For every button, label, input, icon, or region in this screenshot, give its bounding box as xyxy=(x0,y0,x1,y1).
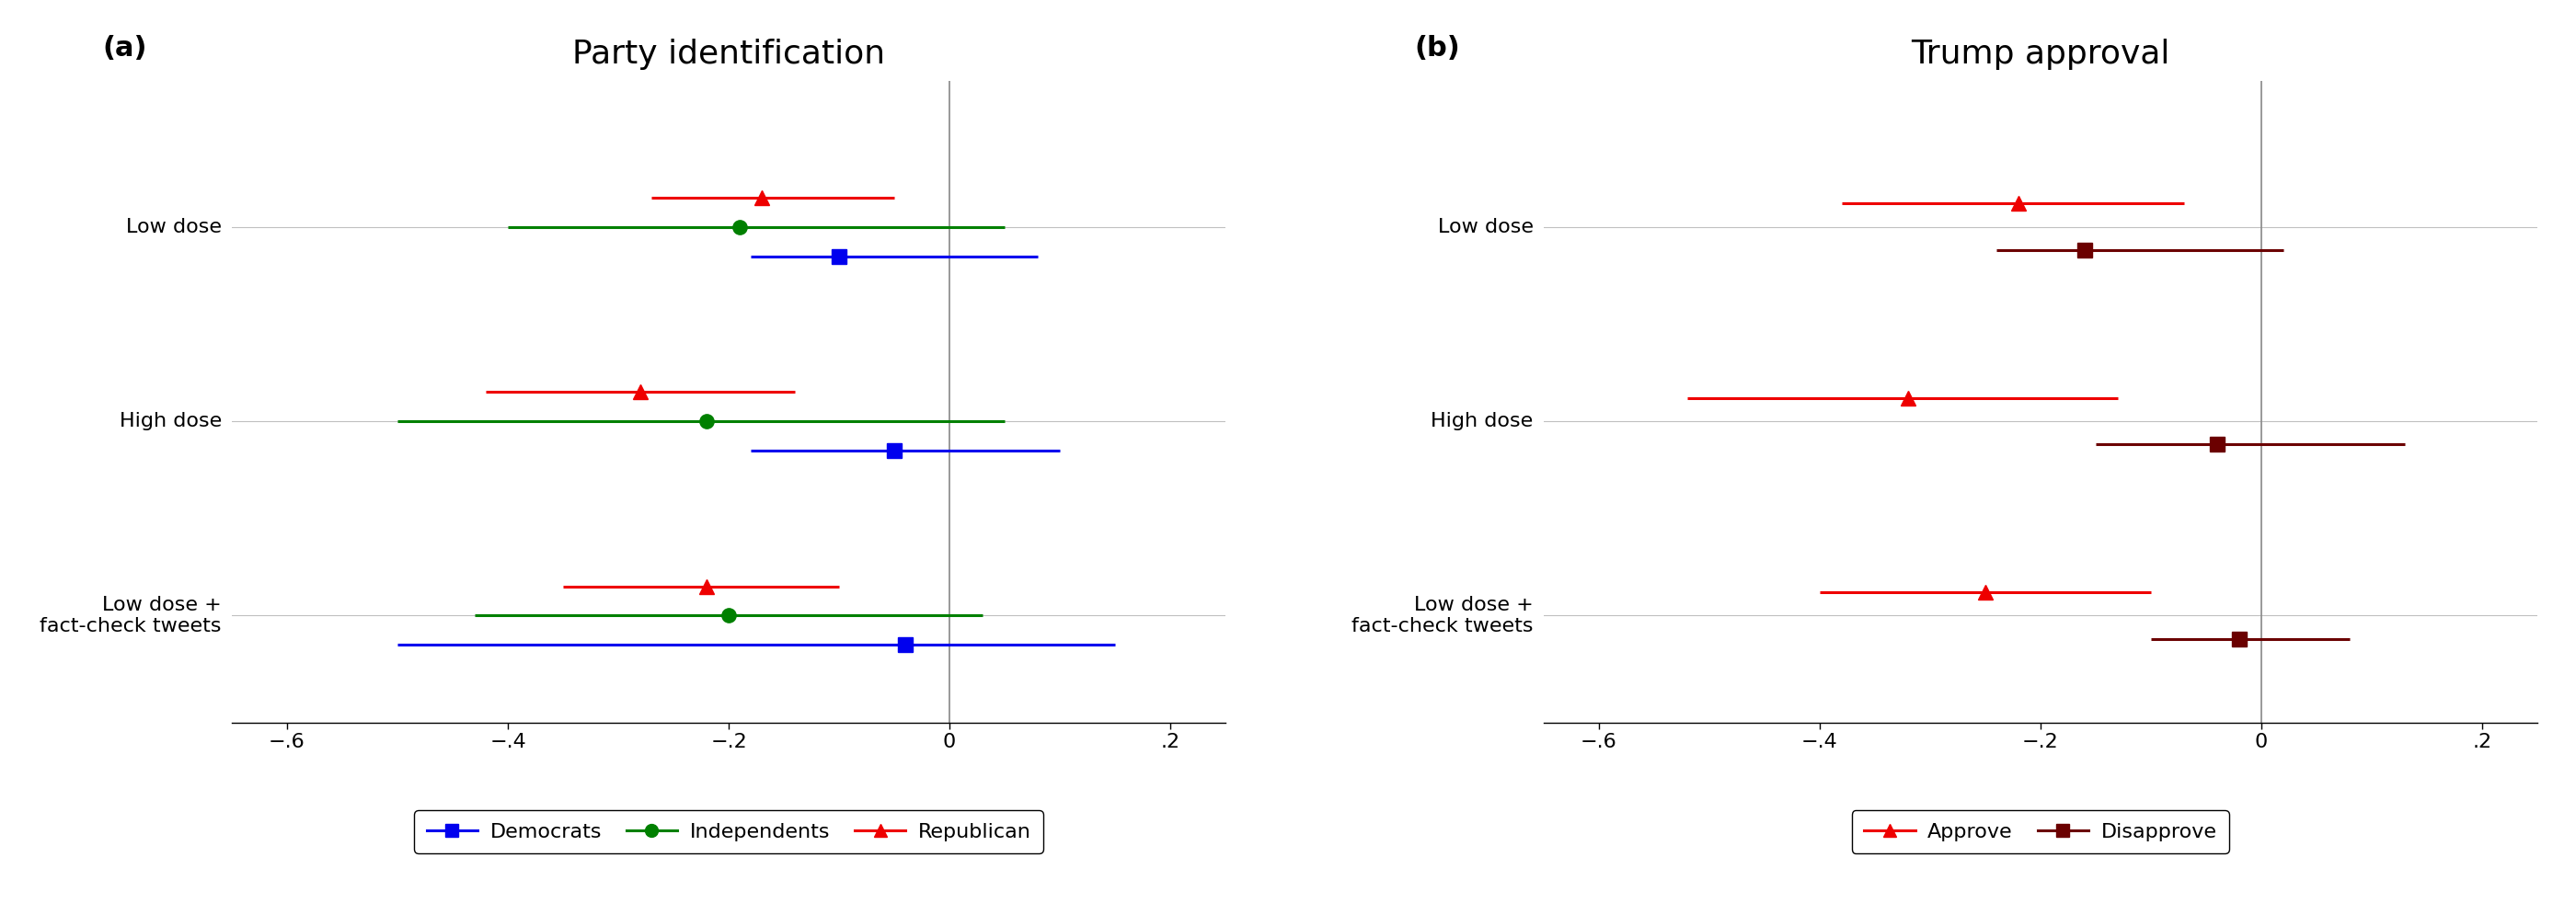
Title: Party identification: Party identification xyxy=(572,39,886,70)
Text: (a): (a) xyxy=(103,35,147,62)
Legend: Approve, Disapprove: Approve, Disapprove xyxy=(1852,810,2228,853)
Text: (b): (b) xyxy=(1414,35,1461,62)
Title: Trump approval: Trump approval xyxy=(1911,39,2169,70)
Legend: Democrats, Independents, Republican: Democrats, Independents, Republican xyxy=(415,810,1043,853)
